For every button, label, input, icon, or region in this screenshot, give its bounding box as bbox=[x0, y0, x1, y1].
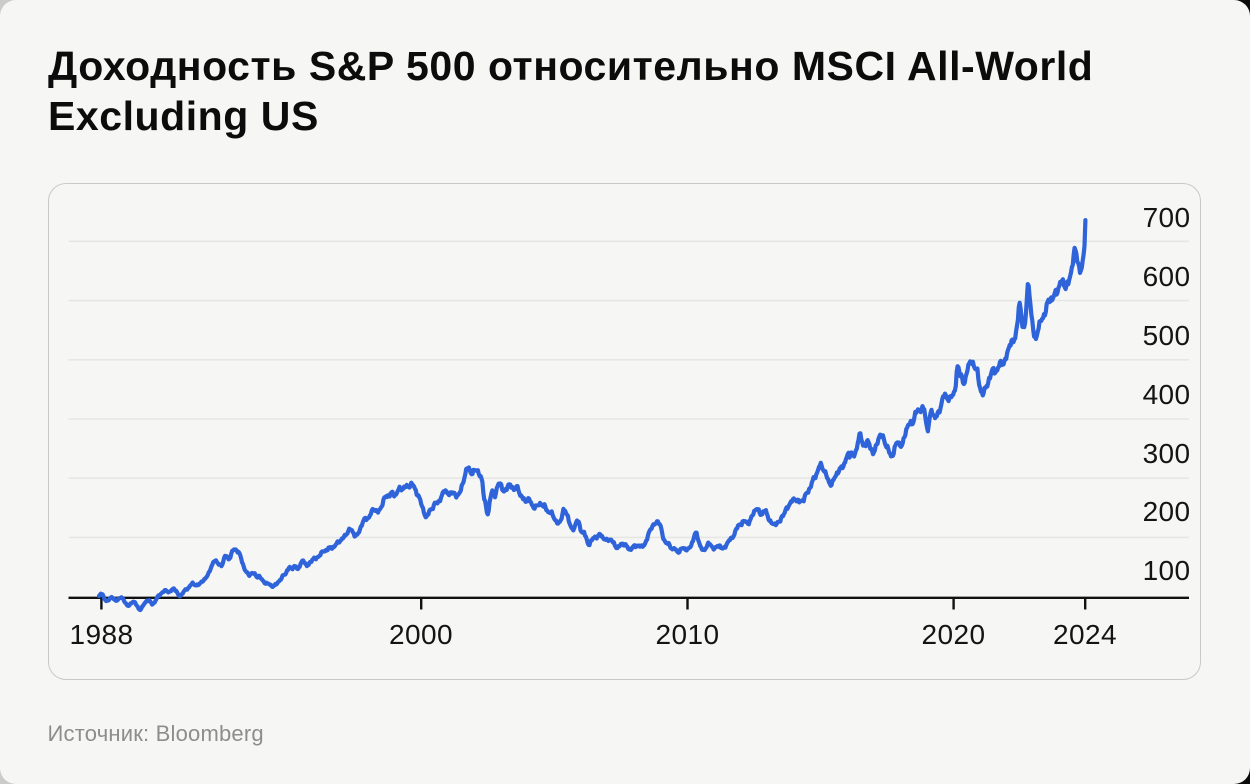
svg-text:1988: 1988 bbox=[70, 619, 134, 650]
svg-text:200: 200 bbox=[1143, 496, 1191, 527]
svg-text:600: 600 bbox=[1143, 261, 1191, 292]
svg-text:2024: 2024 bbox=[1053, 619, 1117, 650]
svg-text:500: 500 bbox=[1143, 320, 1191, 351]
svg-text:700: 700 bbox=[1143, 202, 1191, 233]
svg-text:100: 100 bbox=[1143, 555, 1191, 586]
svg-text:300: 300 bbox=[1143, 438, 1191, 469]
svg-text:2020: 2020 bbox=[922, 619, 986, 650]
svg-text:2000: 2000 bbox=[389, 619, 453, 650]
svg-text:400: 400 bbox=[1143, 379, 1191, 410]
svg-text:2010: 2010 bbox=[656, 619, 720, 650]
